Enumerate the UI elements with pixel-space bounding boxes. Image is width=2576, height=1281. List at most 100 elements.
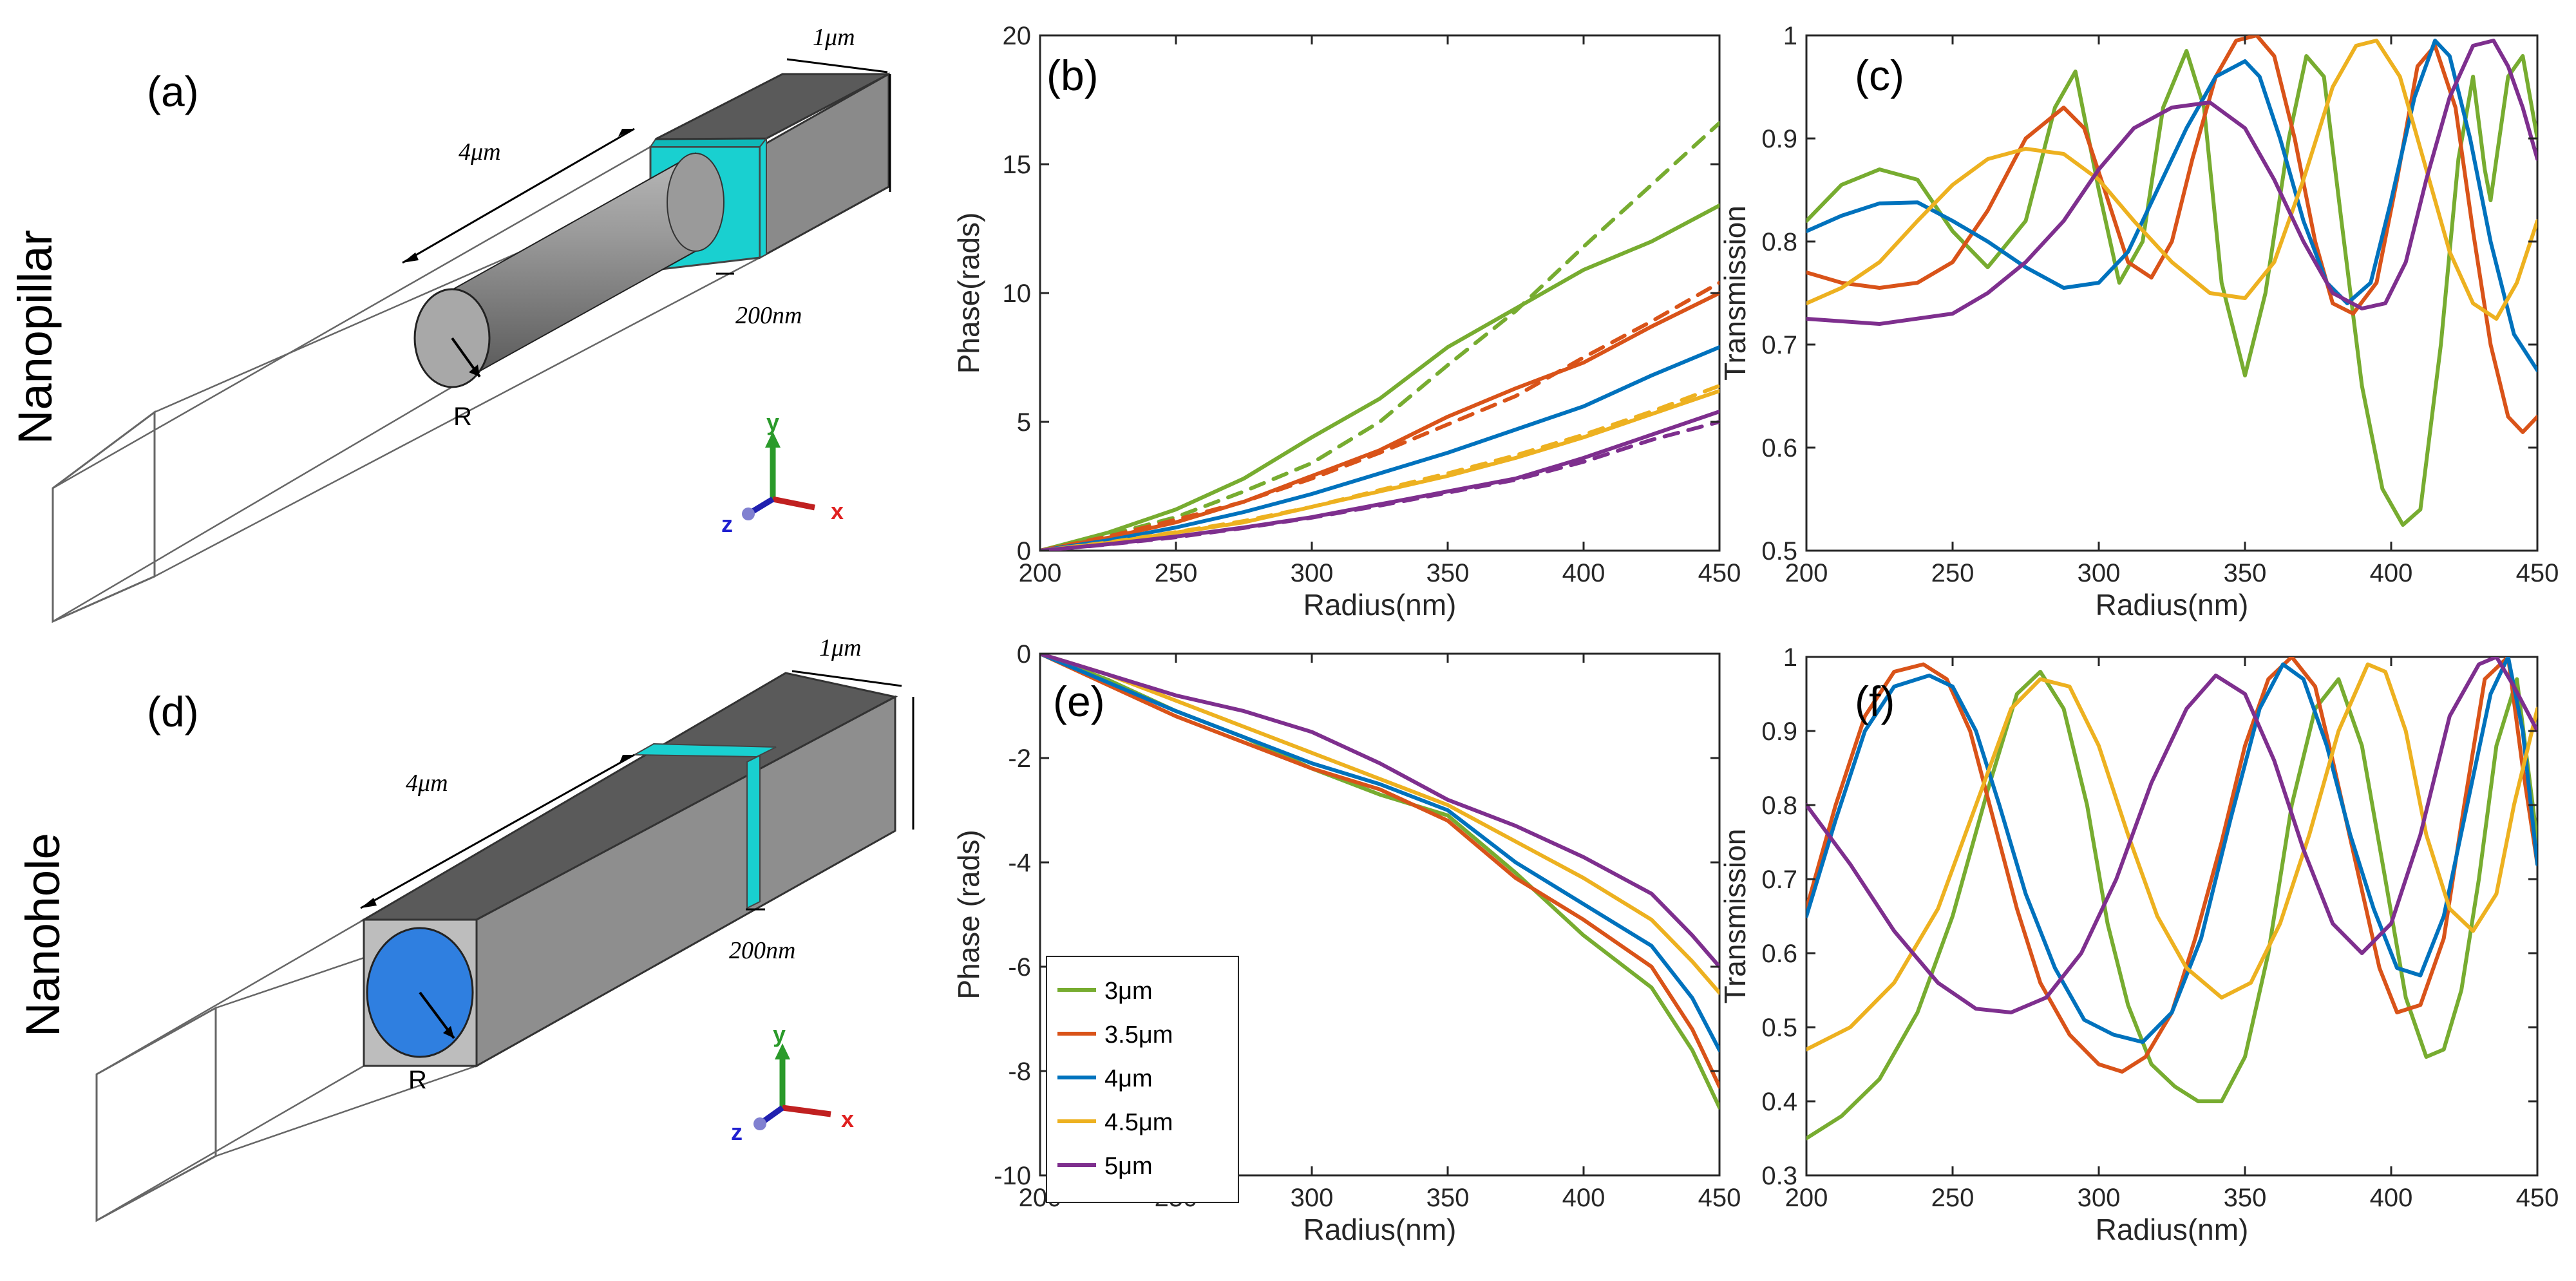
length-arrowhead [361, 898, 377, 908]
x-tick-label: 300 [2078, 1184, 2121, 1212]
axes-triad-a: y x z [721, 409, 844, 537]
series-line-f-3-5-m [1806, 657, 2537, 1074]
z-axis-ball [742, 508, 755, 520]
x-tick-label: 450 [2516, 1184, 2559, 1212]
y-tick-label: 15 [1003, 151, 1032, 179]
row-label-top: Nanopillar [8, 230, 62, 444]
y-axis-label: y [766, 409, 779, 435]
chart-panel-e: 200250300350400450-10-8-6-4-20Radius(nm)… [952, 640, 1741, 1246]
y-tick-label: -4 [1008, 849, 1031, 877]
y-tick-label: 1 [1783, 643, 1797, 672]
y-tick-label: 0.8 [1761, 792, 1797, 820]
panel-label-e: (e) [1053, 678, 1105, 725]
outline-edge [215, 1065, 477, 1157]
thickness-label-a: 200nm [735, 302, 802, 329]
x-tick-label: 200 [1785, 559, 1828, 587]
plot-area [1805, 656, 2539, 1177]
x-tick-label: 300 [2078, 559, 2121, 587]
y-tick-label: 0.6 [1761, 434, 1797, 462]
width-dimension-line [791, 670, 902, 687]
panel-label-a: (a) [147, 68, 199, 115]
chart-panel-b: 200 250 300 350 400 450 0 5 10 15 20 Radius(nm) Phas… [952, 22, 1741, 622]
panel-label-c: (c) [1855, 52, 1904, 99]
x-tick-label: 350 [1426, 559, 1470, 587]
y-tick-label: 0.4 [1761, 1088, 1797, 1116]
radius-label-a: R [453, 403, 472, 431]
outline-front-face [52, 410, 156, 623]
chart-panel-c: 200 250 300 350 400 450 0.5 0.6 0.7 0.8 0.9 1 Radius… [1718, 22, 2559, 622]
axes-triad-d: y x z [731, 1021, 854, 1145]
x-axis-title: Radius(nm) [1303, 1213, 1457, 1246]
series-line-f-5-m [1806, 657, 2537, 1014]
length-dimension-line [402, 128, 635, 264]
thickness-label-d: 200nm [729, 937, 795, 964]
series-line-f-4-5-m [1806, 662, 2537, 1052]
y-tick-label: 0.5 [1761, 537, 1797, 565]
x-tick-label: 300 [1291, 1184, 1334, 1212]
panel-label-d: (d) [147, 688, 199, 735]
series-line-c-3-m [1806, 49, 2537, 527]
y-tick-label: 0.3 [1761, 1162, 1797, 1190]
radius-arrowhead [469, 365, 480, 377]
y-tick-label: 0 [1017, 640, 1031, 669]
legend-label-4um: 4μm [1104, 1065, 1153, 1092]
y-tick-label: 0.5 [1761, 1014, 1797, 1042]
series-line-e-3-5-m [1040, 654, 1719, 1089]
x-tick-label: 350 [1426, 1184, 1470, 1212]
y-axis-label: y [773, 1021, 786, 1047]
series-line-c-5-m [1806, 39, 2537, 326]
y-tick-label: 10 [1003, 280, 1032, 308]
series-line-c-4-m [1806, 39, 2537, 372]
y-axis-title: Phase (rads) [952, 830, 985, 999]
series-line-e-5-m [1040, 654, 1719, 969]
series-line-b-5-m-fit [1040, 420, 1719, 551]
y-tick-label: 5 [1017, 408, 1031, 437]
x-tick-label: 200 [1019, 559, 1062, 587]
y-tick-label: 0.6 [1761, 940, 1797, 968]
panel-label-b: (b) [1046, 52, 1099, 99]
x-tick-label: 450 [1698, 1184, 1741, 1212]
schematic-nanopillar: (a) R 4μm 1μm 200nm y x [52, 24, 891, 623]
y-tick-label: 0.9 [1761, 125, 1797, 153]
x-tick-label: 350 [2224, 559, 2267, 587]
x-tick-label: 400 [2370, 1184, 2413, 1212]
outline-edge [154, 256, 761, 578]
outline-edge [96, 1065, 365, 1222]
z-axis-label: z [731, 1119, 743, 1145]
x-tick-label: 250 [1931, 559, 1975, 587]
x-axis-title: Radius(nm) [2096, 588, 2249, 622]
chart-panel-f: 200 250 300 350 400 450 0.3 0.4 0.5 0.6 0.7 0.8 0.9 1… [1718, 643, 2559, 1246]
x-axis-label: x [831, 498, 844, 524]
y-tick-label: -10 [994, 1162, 1031, 1190]
y-tick-label: 0.9 [1761, 717, 1797, 746]
series-line-b-4-5-m-fit [1040, 384, 1719, 551]
legend-label-3-5um: 3.5μm [1104, 1021, 1173, 1049]
row-label-bottom: Nanohole [16, 833, 70, 1037]
x-tick-label: 400 [2370, 559, 2413, 587]
x-axis-arrow [772, 496, 815, 511]
length-arrowhead [402, 252, 419, 263]
length-label-a: 4μm [459, 138, 501, 166]
length-arrowhead [618, 129, 634, 137]
pillar-back-end [667, 153, 724, 252]
schematic-nanohole: (d) R 4μm 1μm 200nm y x z [95, 634, 914, 1222]
length-label-d: 4μm [406, 770, 448, 797]
series-line-b-4-m [1040, 345, 1719, 551]
y-arrowhead [775, 1043, 790, 1059]
x-tick-label: 250 [1155, 559, 1198, 587]
x-tick-label: 350 [2224, 1184, 2267, 1212]
x-tick-label: 450 [1698, 559, 1741, 587]
y-tick-label: -6 [1008, 953, 1031, 982]
substrate-block-top [655, 73, 889, 140]
x-tick-label: 250 [1931, 1184, 1975, 1212]
length-arrowhead [620, 755, 634, 763]
legend-label-5um: 5μm [1104, 1153, 1153, 1180]
panel-label-f: (f) [1855, 678, 1895, 725]
y-arrowhead [765, 432, 781, 448]
series-line-b-3-5-m-fit [1040, 281, 1719, 551]
radius-arrowhead [443, 1026, 454, 1038]
y-tick-label: -2 [1008, 745, 1031, 773]
substrate-cyan-top [632, 743, 777, 758]
series-line-b-3-5-m [1040, 291, 1719, 551]
